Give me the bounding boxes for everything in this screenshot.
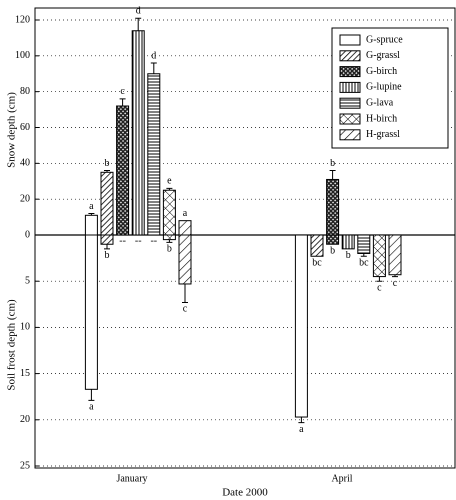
frost-bar bbox=[326, 234, 340, 245]
y2-tick-label: 25 bbox=[20, 460, 30, 471]
snow-bar bbox=[162, 189, 176, 236]
frost-error-bar bbox=[166, 239, 173, 243]
frost-letter: a bbox=[299, 424, 304, 435]
snow-error-bar bbox=[166, 187, 173, 191]
frost-letter: c bbox=[393, 278, 398, 289]
frost-bar bbox=[84, 234, 98, 390]
snow-bar bbox=[84, 214, 98, 236]
frost-bar bbox=[178, 234, 192, 285]
y-tick-label: 60 bbox=[20, 122, 30, 133]
snow-letter: a bbox=[89, 201, 94, 212]
frost-error-bar bbox=[182, 283, 188, 303]
frost-bar bbox=[357, 234, 371, 254]
legend-swatch bbox=[339, 50, 361, 62]
x-tick-label: January bbox=[116, 473, 147, 484]
snow-letter: c bbox=[120, 86, 125, 97]
y-tick-label: 100 bbox=[15, 50, 30, 61]
snow-bar bbox=[178, 220, 192, 236]
snow-bar bbox=[116, 105, 130, 236]
frost-error-bar bbox=[104, 244, 110, 250]
x-tick-label: April bbox=[331, 473, 352, 484]
frost-bar bbox=[341, 234, 355, 250]
legend-swatch bbox=[339, 81, 361, 93]
x-axis-label: Date 2000 bbox=[222, 487, 268, 499]
frost-bar bbox=[310, 234, 324, 257]
snow-error-bar bbox=[88, 213, 95, 216]
snow-bar bbox=[147, 73, 161, 236]
y-tick-label: 20 bbox=[20, 193, 30, 204]
frost-letter: -- bbox=[150, 235, 157, 246]
frost-letter: b bbox=[105, 250, 110, 261]
frost-letter: b bbox=[167, 244, 172, 255]
legend-label: G-grassl bbox=[366, 50, 400, 61]
legend-swatch bbox=[339, 66, 361, 78]
y2-axis-label: Soil frost depth (cm) bbox=[6, 299, 18, 391]
frost-bar bbox=[100, 234, 114, 245]
frost-error-bar bbox=[88, 389, 95, 401]
frost-letter: b bbox=[330, 246, 335, 257]
frost-error-bar bbox=[392, 274, 398, 278]
snow-letter: b bbox=[105, 158, 110, 169]
frost-letter: a bbox=[89, 402, 94, 413]
frost-letter: b bbox=[346, 250, 351, 261]
snow-error-bar bbox=[150, 62, 157, 74]
y2-tick-label: 5 bbox=[25, 275, 30, 286]
y2-tick-label: 10 bbox=[20, 322, 30, 333]
frost-letter: bc bbox=[359, 258, 369, 269]
frost-letter: c bbox=[183, 304, 188, 315]
legend-swatch bbox=[339, 129, 361, 141]
frost-bar bbox=[294, 234, 308, 418]
legend-swatch bbox=[339, 34, 361, 46]
legend-swatch bbox=[339, 97, 361, 109]
plot-frame bbox=[34, 7, 456, 469]
legend-label: G-spruce bbox=[366, 34, 403, 45]
snow-letter: a bbox=[183, 208, 188, 219]
y2-tick-label: 15 bbox=[20, 368, 30, 379]
snow-letter: d bbox=[136, 6, 141, 17]
snow-bar bbox=[326, 178, 340, 236]
legend-label: G-birch bbox=[366, 66, 397, 77]
frost-bar bbox=[162, 234, 176, 241]
y-axis-label: Snow depth (cm) bbox=[6, 92, 18, 168]
frost-letter: -- bbox=[135, 235, 142, 246]
snow-bar bbox=[131, 30, 145, 236]
frost-bar bbox=[388, 234, 402, 276]
y2-tick-label: 20 bbox=[20, 414, 30, 425]
snow-error-bar bbox=[119, 98, 126, 106]
frost-letter: -- bbox=[119, 235, 126, 246]
frost-error-bar bbox=[298, 417, 305, 424]
legend-label: G-lupine bbox=[366, 82, 402, 93]
legend-label: G-lava bbox=[366, 97, 394, 108]
frost-error-bar bbox=[360, 253, 367, 257]
snow-error-bar bbox=[329, 170, 336, 180]
frost-bar bbox=[372, 234, 386, 278]
snow-error-bar bbox=[104, 170, 110, 173]
snow-error-bar bbox=[135, 17, 142, 31]
y-tick-label: 80 bbox=[20, 86, 30, 97]
snow-letter: e bbox=[167, 176, 172, 187]
y-tick-label: 120 bbox=[15, 14, 30, 25]
frost-letter: bc bbox=[312, 258, 322, 269]
y-tick-label: 40 bbox=[20, 158, 30, 169]
legend-label: H-birch bbox=[366, 113, 397, 124]
snow-letter: b bbox=[330, 158, 335, 169]
snow-bar bbox=[100, 171, 114, 236]
y-tick-label: 0 bbox=[25, 229, 30, 240]
frost-error-bar bbox=[376, 276, 383, 282]
frost-letter: c bbox=[377, 282, 382, 293]
legend-label: H-grassl bbox=[366, 129, 400, 140]
snow-letter: d bbox=[151, 50, 156, 61]
legend-swatch bbox=[339, 113, 361, 125]
